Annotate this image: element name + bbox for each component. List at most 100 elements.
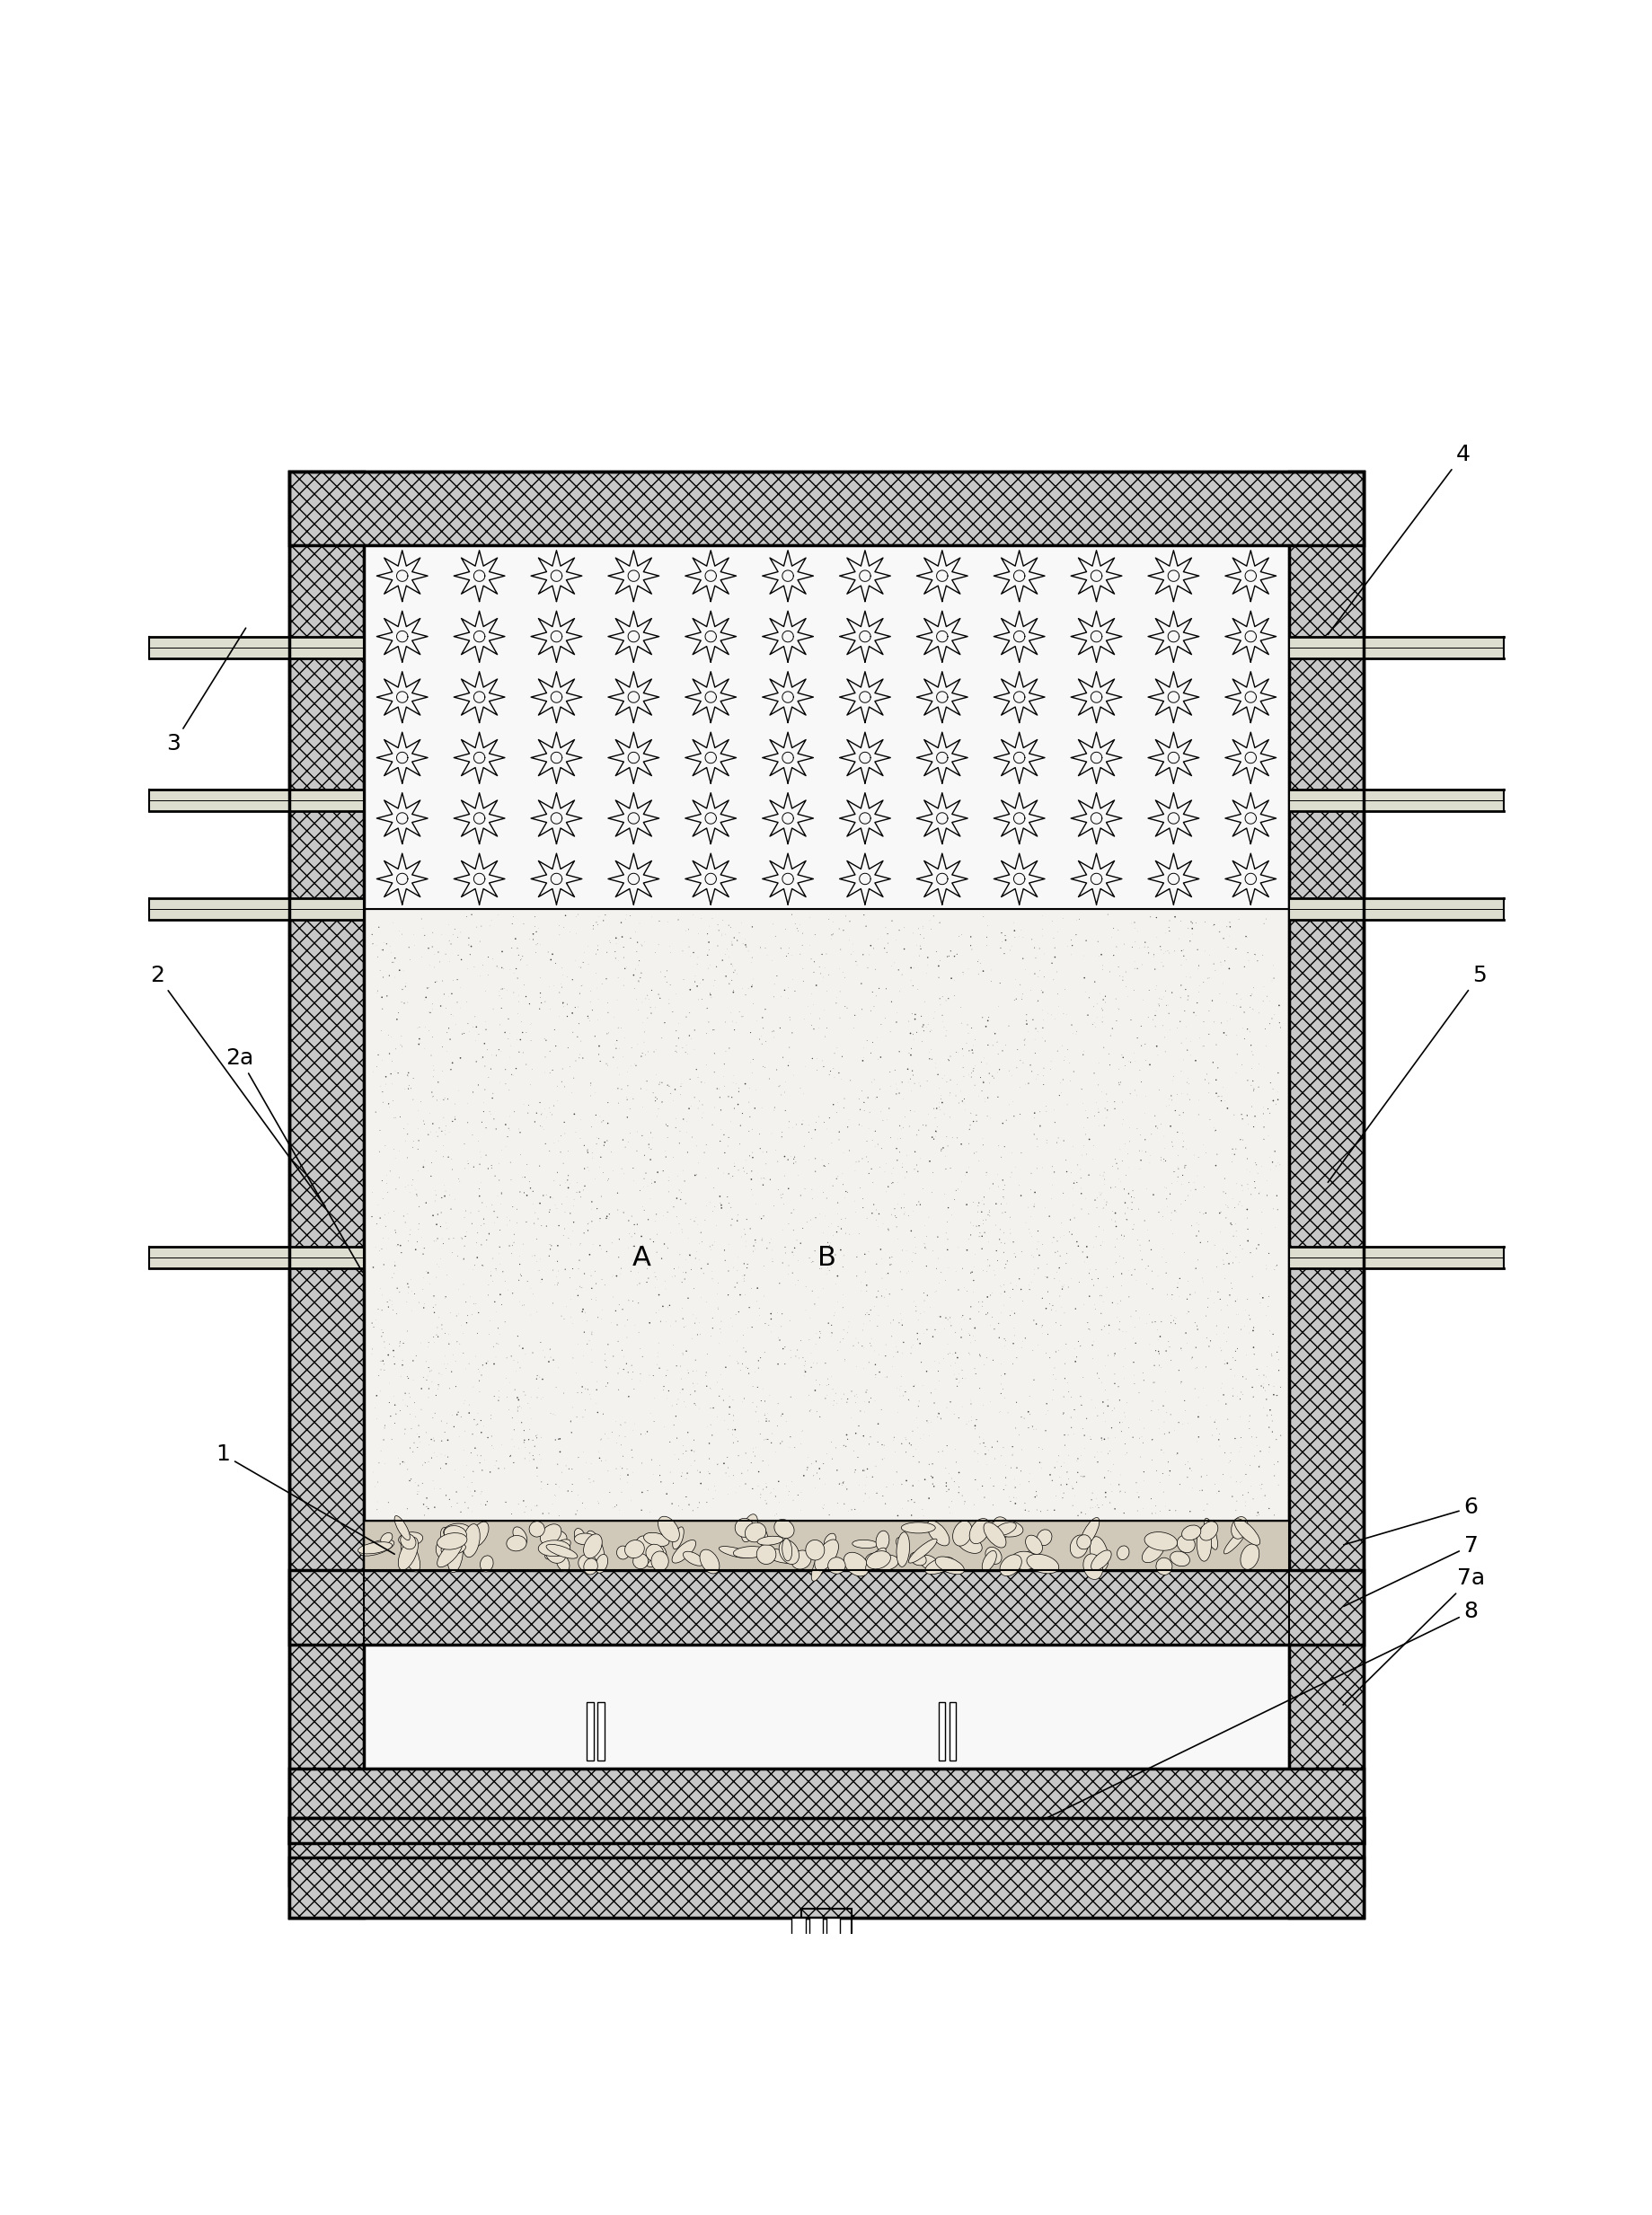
Point bbox=[677, 939, 704, 975]
Point bbox=[1003, 1384, 1029, 1420]
Point bbox=[377, 957, 403, 992]
Point bbox=[1237, 1068, 1264, 1103]
Point bbox=[694, 937, 720, 972]
Point bbox=[881, 1338, 907, 1373]
Point bbox=[1173, 1065, 1199, 1101]
Point bbox=[970, 1254, 996, 1289]
Point bbox=[778, 961, 805, 997]
Point bbox=[1039, 1150, 1066, 1185]
Point bbox=[966, 1426, 993, 1462]
Point bbox=[1264, 1342, 1290, 1378]
Point bbox=[431, 1316, 458, 1351]
Point bbox=[405, 1123, 431, 1158]
Point bbox=[796, 1322, 823, 1358]
Point bbox=[694, 1187, 720, 1223]
Point bbox=[957, 1289, 983, 1325]
Point bbox=[942, 961, 968, 997]
Point bbox=[712, 917, 738, 952]
Point bbox=[803, 1362, 829, 1398]
Point bbox=[730, 1150, 757, 1185]
Point bbox=[560, 1061, 586, 1096]
Point bbox=[383, 1271, 410, 1307]
Point bbox=[1064, 1442, 1090, 1477]
Point bbox=[1097, 1019, 1123, 1054]
Point bbox=[925, 1353, 952, 1389]
Point bbox=[620, 1229, 646, 1265]
Point bbox=[1001, 1099, 1028, 1134]
Point bbox=[643, 990, 669, 1026]
Point bbox=[575, 946, 601, 981]
Point bbox=[636, 1247, 662, 1282]
Point bbox=[1118, 1185, 1145, 1220]
Point bbox=[899, 997, 925, 1032]
Point bbox=[1008, 1136, 1034, 1172]
Point bbox=[945, 1085, 971, 1121]
Point bbox=[745, 1351, 771, 1387]
Point bbox=[1186, 1473, 1213, 1508]
Point bbox=[667, 1174, 694, 1209]
Point bbox=[527, 1085, 553, 1121]
Point bbox=[923, 1057, 950, 1092]
Point bbox=[1150, 1389, 1176, 1424]
Point bbox=[940, 1183, 966, 1218]
Point bbox=[468, 1139, 494, 1174]
Point bbox=[719, 964, 745, 999]
Point bbox=[882, 1329, 909, 1364]
Point bbox=[1204, 1274, 1231, 1309]
Point bbox=[925, 1070, 952, 1105]
Point bbox=[1094, 897, 1120, 933]
Point bbox=[843, 948, 869, 983]
Point bbox=[757, 1475, 783, 1511]
Point bbox=[788, 1426, 814, 1462]
Point bbox=[1234, 1201, 1260, 1236]
Point bbox=[1110, 1101, 1137, 1136]
Point bbox=[960, 1274, 986, 1309]
Point bbox=[420, 915, 446, 950]
Point bbox=[631, 1192, 657, 1227]
Point bbox=[446, 1161, 472, 1196]
Point bbox=[1213, 1387, 1239, 1422]
Point bbox=[568, 1369, 595, 1404]
Point bbox=[1165, 1404, 1191, 1440]
Point bbox=[851, 1092, 877, 1127]
Point bbox=[674, 1134, 700, 1170]
Point bbox=[856, 1302, 882, 1338]
Point bbox=[689, 1225, 715, 1260]
Point bbox=[628, 955, 654, 990]
Point bbox=[790, 1413, 816, 1449]
Point bbox=[507, 1258, 534, 1294]
Point bbox=[1209, 1378, 1236, 1413]
Point bbox=[393, 1358, 420, 1393]
Point bbox=[732, 928, 758, 964]
Ellipse shape bbox=[398, 1537, 418, 1570]
Point bbox=[415, 1358, 441, 1393]
Point bbox=[578, 1134, 605, 1170]
Point bbox=[385, 1227, 411, 1263]
Point bbox=[1028, 1493, 1054, 1528]
Point bbox=[1042, 1234, 1069, 1269]
Point bbox=[1003, 1340, 1029, 1376]
Point bbox=[1113, 1203, 1140, 1238]
Point bbox=[666, 1207, 692, 1243]
Point bbox=[1021, 1021, 1047, 1057]
Point bbox=[1236, 1014, 1262, 1050]
Point bbox=[603, 919, 629, 955]
Point bbox=[395, 1376, 421, 1411]
Point bbox=[781, 972, 808, 1008]
Point bbox=[552, 1116, 578, 1152]
Point bbox=[742, 1438, 768, 1473]
Point bbox=[862, 1358, 889, 1393]
Point bbox=[839, 1433, 866, 1469]
Point bbox=[1257, 1338, 1284, 1373]
Point bbox=[750, 1167, 776, 1203]
Point bbox=[1041, 939, 1067, 975]
Point bbox=[686, 1484, 712, 1519]
Point bbox=[1021, 957, 1047, 992]
Point bbox=[871, 1280, 897, 1316]
Point bbox=[1237, 1090, 1264, 1125]
Point bbox=[382, 1407, 408, 1442]
Point bbox=[506, 1431, 532, 1466]
Point bbox=[1226, 1185, 1252, 1220]
Point bbox=[1061, 1331, 1087, 1367]
Point bbox=[616, 1092, 643, 1127]
